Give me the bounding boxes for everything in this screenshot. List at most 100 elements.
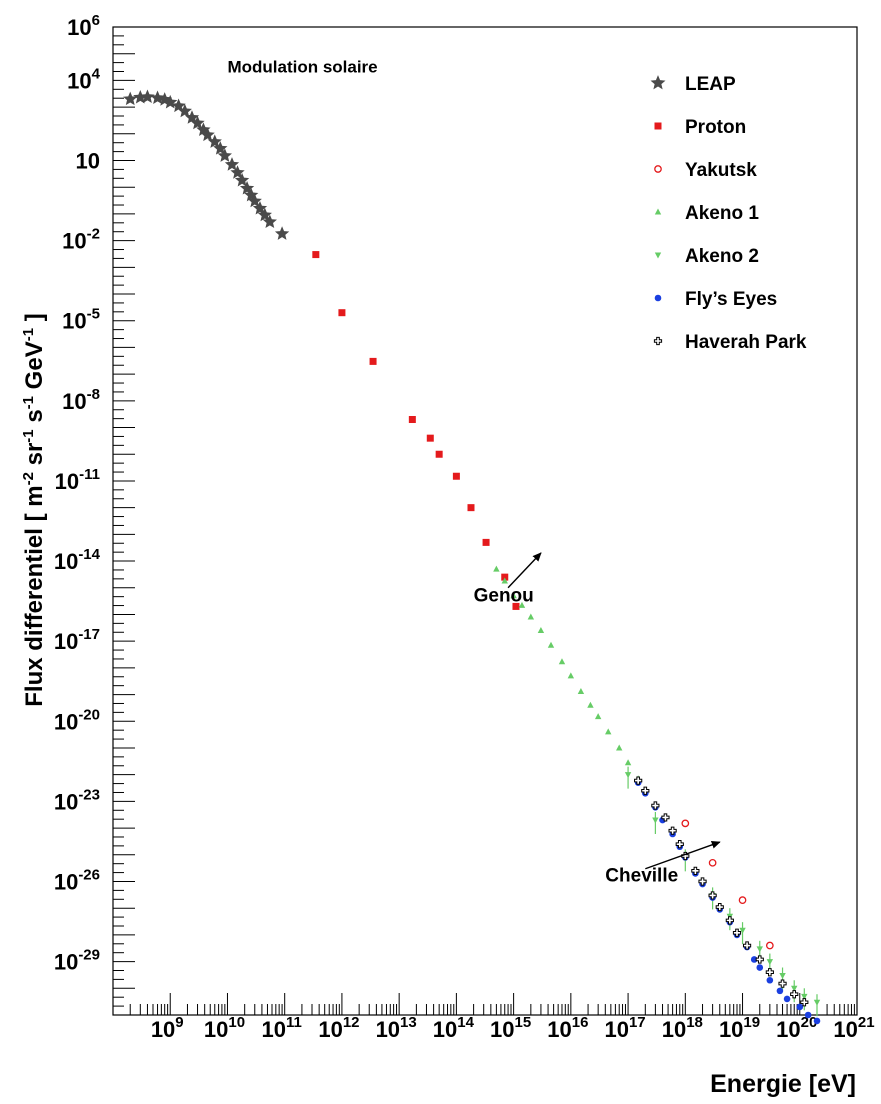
- x-tick-exponent: 12: [343, 1014, 360, 1031]
- data-point: [634, 776, 643, 785]
- data-point: [338, 309, 346, 317]
- data-point: [501, 573, 509, 581]
- legend-marker: [654, 252, 662, 259]
- y-axis-label: Flux differentiel [ m-2 sr-1 s-1 GeV-1 ]: [20, 313, 48, 706]
- annotation-modulation: Modulation solaire: [227, 57, 377, 76]
- y-axis-label-mid-2: s: [21, 409, 48, 429]
- data-point: [783, 995, 791, 1003]
- annotation-arrow-genou: [507, 552, 542, 589]
- x-tick-base: 10: [719, 1017, 743, 1042]
- annotation-genou: Genou: [474, 586, 534, 607]
- data-point: [661, 813, 670, 822]
- data-point: [207, 134, 222, 148]
- legend-marker: [654, 208, 662, 215]
- x-tick-exponent: 21: [858, 1014, 875, 1031]
- y-tick-exponent: -23: [78, 786, 100, 803]
- data-point: [200, 127, 215, 142]
- y-axis-label-sup-4: -1: [20, 328, 37, 341]
- y-tick-label: 10-23: [54, 786, 100, 814]
- x-tick-exponent: 20: [801, 1014, 818, 1031]
- data-point: [756, 964, 764, 971]
- data-point: [681, 819, 690, 828]
- data-point: [641, 786, 650, 795]
- y-tick-exponent: -17: [78, 626, 100, 643]
- data-point: [756, 946, 763, 953]
- annotation-cheville: Cheville: [605, 865, 678, 886]
- x-tick-base: 10: [833, 1017, 857, 1042]
- data-point: [184, 110, 200, 124]
- data-point: [426, 434, 434, 442]
- y-tick-base: 10: [54, 950, 78, 975]
- data-point: [512, 602, 520, 610]
- data-point: [651, 801, 660, 810]
- y-tick-base: 10: [54, 629, 78, 654]
- y-tick-label: 10-26: [54, 866, 100, 894]
- x-tick-base: 10: [151, 1017, 175, 1042]
- y-axis-label-main: Flux differentiel [ m: [21, 485, 48, 706]
- data-point: [587, 701, 594, 708]
- data-point: [224, 157, 240, 171]
- data-point: [796, 1003, 804, 1011]
- legend-marker: [654, 122, 662, 130]
- data-point: [778, 979, 787, 988]
- data-point: [776, 987, 784, 995]
- legend-label: Haverah Park: [685, 332, 807, 353]
- x-tick-label: 109: [151, 1014, 184, 1042]
- data-point: [247, 193, 262, 208]
- data-point: [801, 993, 808, 1000]
- data-point: [765, 941, 774, 950]
- legend: LEAP Proton Yakutsk Akeno 1 Akeno 2 Fly’s Eye…: [650, 74, 807, 353]
- data-point: [493, 565, 500, 572]
- legend-marker: [650, 75, 666, 90]
- y-tick-labels: 1061041010-210-510-810-1110-1410-1710-20…: [54, 12, 101, 975]
- data-point: [708, 891, 717, 900]
- y-tick-label: 10-20: [54, 706, 100, 734]
- data-point: [408, 416, 416, 424]
- y-axis-label-mid-1: sr: [21, 443, 48, 472]
- x-tick-exponent: 9: [175, 1014, 183, 1031]
- annotation-arrow-cheville: [645, 840, 721, 870]
- x-tick-label: 1013: [376, 1014, 417, 1042]
- x-tick-label: 1012: [318, 1014, 359, 1042]
- y-tick-exponent: -5: [87, 306, 100, 323]
- data-point: [537, 627, 545, 634]
- data-point: [616, 744, 623, 751]
- x-tick-base: 10: [376, 1017, 400, 1042]
- y-tick-base: 10: [62, 229, 86, 254]
- x-tick-label: 1018: [662, 1014, 703, 1042]
- data-point: [123, 91, 138, 106]
- x-tick-labels: 109 1010 1011 1012 1013 1014 1015 1016 1017 1018 1…: [151, 1014, 875, 1042]
- x-tick-exponent: 11: [286, 1014, 302, 1031]
- legend-marker: [654, 294, 662, 302]
- data-point: [681, 851, 690, 861]
- x-tick-exponent: 16: [572, 1014, 589, 1031]
- data-point: [274, 226, 290, 240]
- y-tick-base: 10: [55, 469, 79, 494]
- data-point: [262, 214, 277, 229]
- data-point: [765, 968, 774, 977]
- x-tick-exponent: 18: [686, 1014, 703, 1031]
- x-tick-label: 1015: [490, 1014, 531, 1042]
- data-point: [501, 577, 508, 584]
- data-point: [738, 896, 747, 905]
- y-tick-label: 10-17: [54, 626, 100, 654]
- data-point: [558, 658, 566, 665]
- plot-frame: [112, 26, 858, 1016]
- series-proton: [312, 251, 520, 610]
- y-tick-label: 10-14: [54, 546, 101, 574]
- y-tick-base: 10: [62, 309, 86, 334]
- x-tick-base: 10: [662, 1017, 686, 1042]
- y-tick-label: 10-29: [54, 947, 100, 975]
- y-tick-label: 106: [67, 12, 100, 40]
- data-point: [567, 672, 575, 679]
- y-axis-label-sup-3: -1: [20, 396, 37, 409]
- y-tick-exponent: -29: [78, 947, 100, 964]
- x-tick-base: 10: [604, 1017, 628, 1042]
- x-tick-exponent: 13: [400, 1014, 417, 1031]
- x-tick-base: 10: [433, 1017, 457, 1042]
- data-point: [234, 172, 250, 187]
- data-point: [518, 601, 526, 608]
- series-yakutsk: [681, 819, 774, 950]
- x-tick-label: 1011: [262, 1014, 302, 1042]
